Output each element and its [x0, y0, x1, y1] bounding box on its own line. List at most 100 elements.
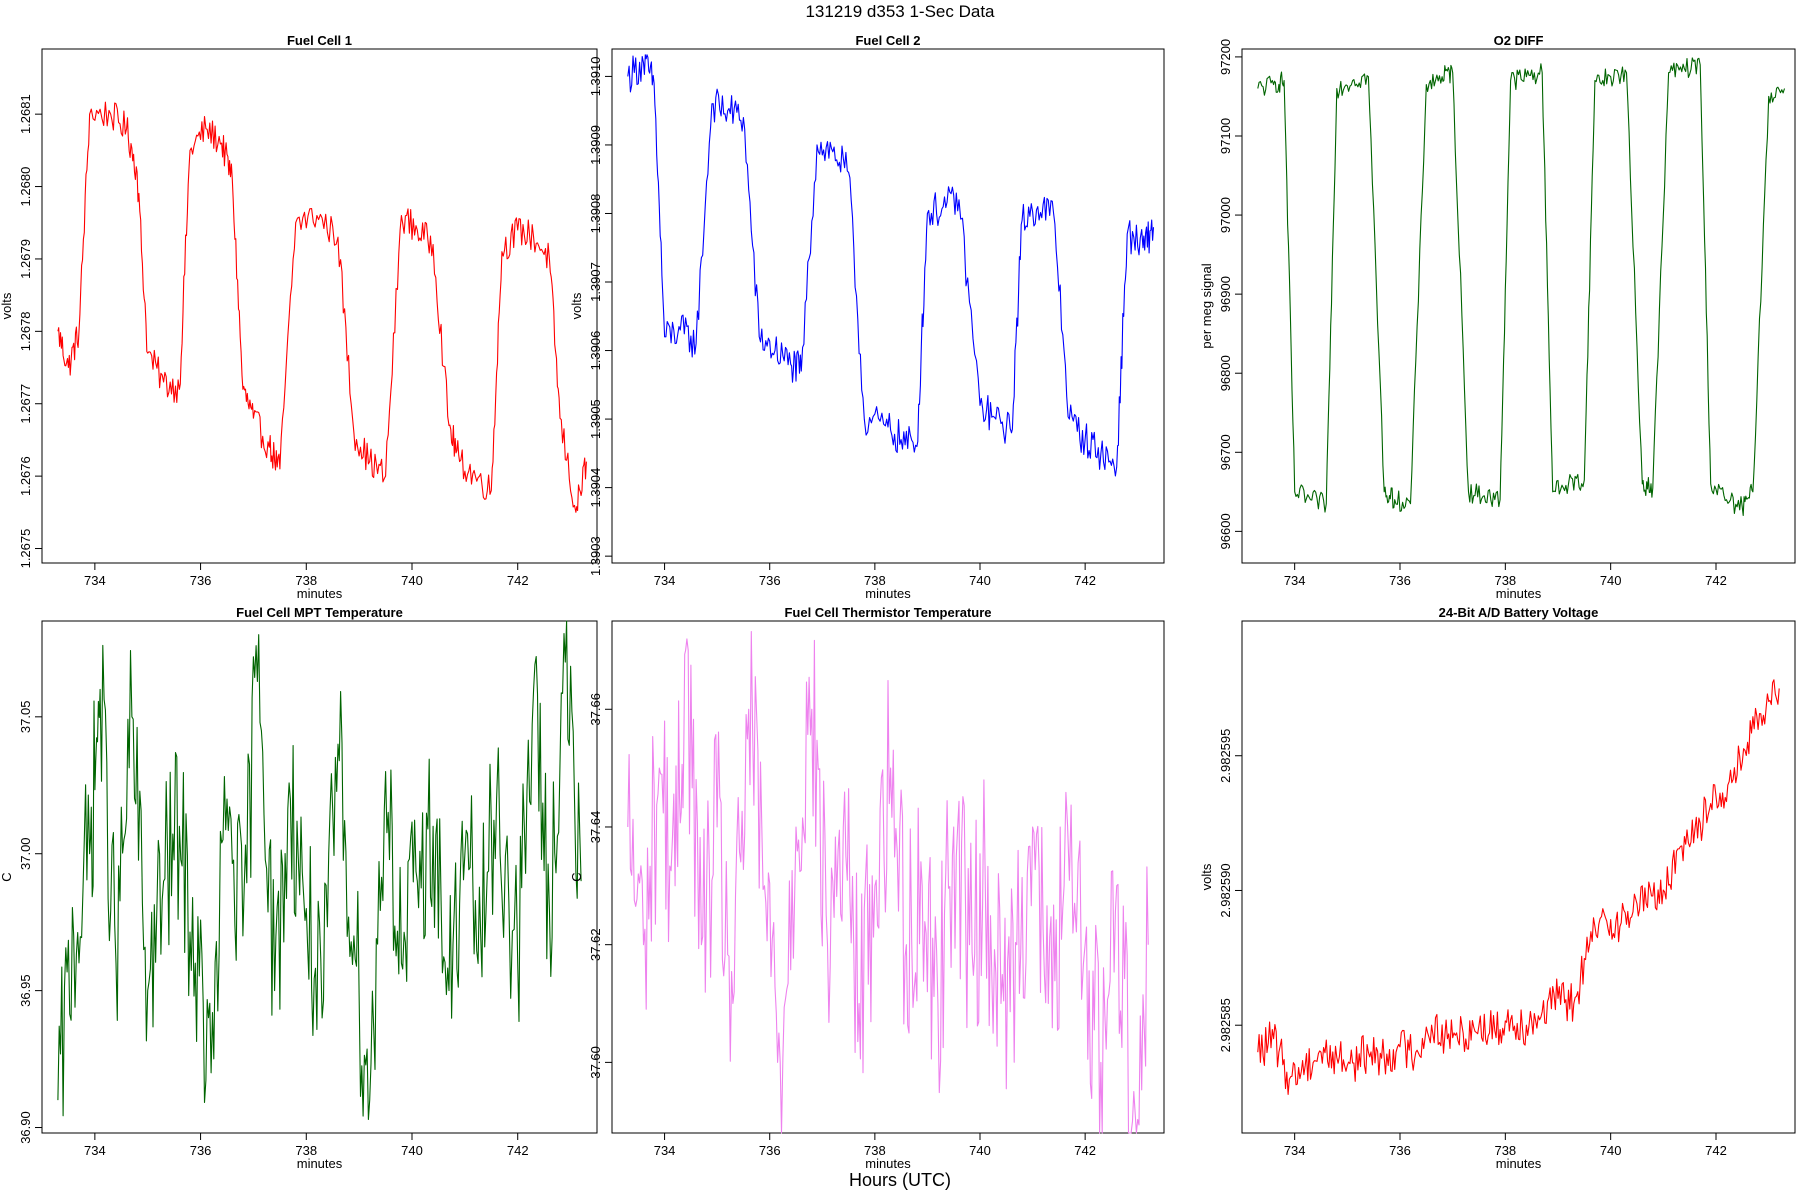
y-axis-label: volts [1199, 863, 1214, 890]
x-tick-label: 734 [1284, 1143, 1306, 1158]
y-tick-label: 1.2678 [18, 311, 33, 351]
plot-frame [1241, 48, 1796, 564]
panel-o2-diff: O2 DIFF 734 736 738 740 742 minutes 96600 96700 9… [1199, 33, 1796, 601]
x-tick-label: 742 [1705, 1143, 1727, 1158]
y-tick-label: 1.2676 [18, 456, 33, 496]
panel-title: O2 DIFF [1494, 33, 1544, 48]
y-tick-label: 1.2680 [18, 167, 33, 207]
y-tick-label: 37.66 [588, 693, 603, 726]
plot-frame [41, 48, 598, 564]
y-tick-label: 97100 [1218, 118, 1233, 154]
x-tick-label: 734 [654, 1143, 676, 1158]
x-tick-label: 742 [1074, 1143, 1096, 1158]
x-axis-label: minutes [297, 586, 343, 601]
y-tick-label: 1.3904 [588, 468, 603, 508]
x-tick-label: 736 [759, 1143, 781, 1158]
series-line [57, 620, 582, 1121]
x-tick-label: 742 [1074, 573, 1096, 588]
y-tick-label: 96700 [1218, 434, 1233, 470]
y-tick-label: 1.2675 [18, 529, 33, 569]
y-tick-label: 37.05 [18, 701, 33, 734]
y-axis-label: C [569, 872, 584, 881]
series-line [1257, 679, 1780, 1095]
x-axis-label: minutes [865, 1156, 911, 1171]
y-tick-label: 2.982590 [1218, 863, 1233, 917]
y-tick-label: 96900 [1218, 276, 1233, 312]
panel-title: Fuel Cell 1 [287, 33, 352, 48]
x-tick-label: 736 [759, 573, 781, 588]
panel-title: Fuel Cell Thermistor Temperature [784, 605, 991, 620]
y-tick-label: 1.3909 [588, 125, 603, 165]
y-tick-label: 97200 [1218, 39, 1233, 75]
x-tick-label: 736 [190, 573, 212, 588]
panel-title: Fuel Cell 2 [855, 33, 920, 48]
y-tick-label: 1.3906 [588, 331, 603, 371]
y-tick-label: 1.2677 [18, 384, 33, 424]
x-tick-label: 736 [190, 1143, 212, 1158]
y-tick-label: 1.2679 [18, 239, 33, 279]
plot-frame [611, 48, 1165, 564]
panel-fuel-cell-1: Fuel Cell 1 734 736 738 740 742 minutes 1.2675 1… [0, 33, 598, 601]
panel-battery-voltage: 24-Bit A/D Battery Voltage 734 736 738 740 74… [1199, 605, 1796, 1171]
x-axis-label: minutes [865, 586, 911, 601]
x-tick-label: 738 [295, 573, 317, 588]
plot-frame [41, 620, 598, 1134]
panel-title: 24-Bit A/D Battery Voltage [1439, 605, 1599, 620]
y-tick-label: 1.2681 [18, 94, 33, 134]
x-tick-label: 740 [401, 573, 423, 588]
y-tick-label: 36.90 [18, 1111, 33, 1144]
y-tick-label: 1.3907 [588, 262, 603, 302]
plot-frame [611, 620, 1165, 1134]
figure-title: 131219 d353 1-Sec Data [805, 2, 995, 21]
y-tick-label: 97000 [1218, 197, 1233, 233]
x-tick-label: 738 [295, 1143, 317, 1158]
x-tick-label: 734 [84, 1143, 106, 1158]
x-tick-label: 740 [1600, 1143, 1622, 1158]
x-tick-label: 738 [864, 1143, 886, 1158]
series-line [627, 54, 1155, 477]
series-line [627, 631, 1149, 1134]
x-axis-label: minutes [1496, 586, 1542, 601]
plot-frame [1241, 620, 1796, 1134]
y-axis-label: C [0, 872, 14, 881]
panel-mpt-temperature: Fuel Cell MPT Temperature 734 736 738 740 742… [0, 605, 598, 1171]
x-tick-label: 738 [1494, 573, 1516, 588]
series-line [57, 101, 587, 513]
y-tick-label: 96800 [1218, 355, 1233, 391]
y-axis-label: volts [0, 292, 14, 319]
x-tick-label: 740 [1600, 573, 1622, 588]
x-tick-label: 736 [1389, 1143, 1411, 1158]
y-tick-label: 1.3910 [588, 57, 603, 97]
x-tick-label: 740 [401, 1143, 423, 1158]
x-tick-label: 736 [1389, 573, 1411, 588]
y-tick-label: 36.95 [18, 974, 33, 1007]
y-tick-label: 1.3903 [588, 536, 603, 576]
y-tick-label: 37.62 [588, 928, 603, 961]
x-tick-label: 734 [84, 573, 106, 588]
y-tick-label: 37.64 [588, 811, 603, 844]
x-tick-label: 734 [1284, 573, 1306, 588]
x-tick-label: 742 [1705, 573, 1727, 588]
y-tick-label: 1.3905 [588, 399, 603, 439]
x-tick-label: 742 [507, 1143, 529, 1158]
x-axis-label: minutes [1496, 1156, 1542, 1171]
y-tick-label: 37.60 [588, 1046, 603, 1079]
x-tick-label: 740 [969, 1143, 991, 1158]
panel-fuel-cell-2: Fuel Cell 2 734 736 738 740 742 minutes 1.3903 1… [569, 33, 1165, 601]
y-tick-label: 37.00 [18, 837, 33, 870]
x-tick-label: 738 [1494, 1143, 1516, 1158]
y-axis-label: per meg signal [1199, 263, 1214, 348]
y-tick-label: 1.3908 [588, 194, 603, 234]
y-axis-label: volts [569, 292, 584, 319]
figure-footer: Hours (UTC) [849, 1170, 951, 1190]
x-tick-label: 734 [654, 573, 676, 588]
y-tick-label: 96600 [1218, 513, 1233, 549]
x-axis-label: minutes [297, 1156, 343, 1171]
x-tick-label: 740 [969, 573, 991, 588]
panel-thermistor-temperature: Fuel Cell Thermistor Temperature 734 736 73… [569, 605, 1165, 1171]
y-tick-label: 2.982595 [1218, 729, 1233, 783]
x-tick-label: 738 [864, 573, 886, 588]
x-tick-label: 742 [507, 573, 529, 588]
y-tick-label: 2.982585 [1218, 998, 1233, 1052]
